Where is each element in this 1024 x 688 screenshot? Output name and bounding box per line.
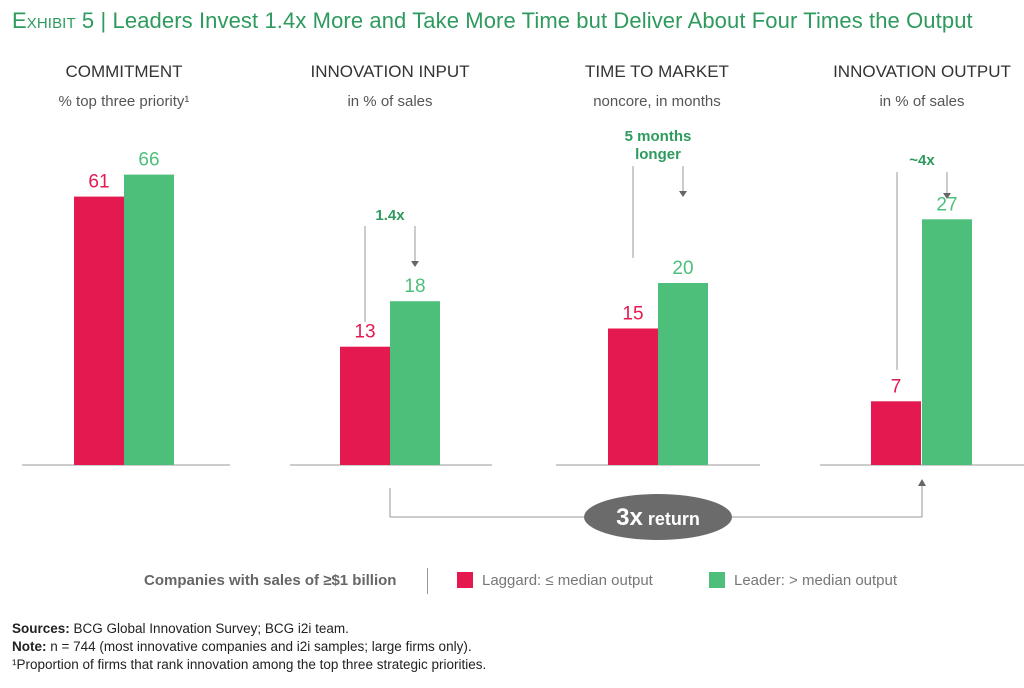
legend-label-leader: Leader: > median output [734, 572, 898, 589]
title-text: Leaders Invest 1.4x More and Take More T… [112, 8, 973, 33]
exhibit-number: Exhibit 5 [12, 8, 95, 33]
legend-label-laggard: Laggard: ≤ median output [482, 572, 653, 589]
bar-value-label: 61 [88, 172, 109, 193]
note-line: Note: n = 744 (most innovative companies… [12, 639, 472, 654]
annotation-time-line2: longer [635, 146, 681, 163]
panel-subtitle: noncore, in months [593, 93, 721, 110]
return-badge [584, 494, 732, 540]
annotation-time-line1: 5 months [625, 128, 692, 145]
bar-value-label: 7 [891, 376, 902, 397]
bar-laggard [340, 346, 390, 465]
return-connector-left [389, 488, 586, 518]
annotation-input-arrow-head [411, 261, 419, 267]
panel-subtitle: in % of sales [347, 93, 432, 110]
legend: Companies with sales of ≥$1 billion Lagg… [0, 568, 1024, 594]
bar-laggard [608, 328, 658, 465]
exhibit-title: Exhibit 5 | Leaders Invest 1.4x More and… [12, 8, 973, 34]
panel-title: INNOVATION OUTPUT [833, 62, 1011, 81]
bar-leader [922, 219, 972, 465]
bar-value-label: 13 [354, 322, 375, 343]
legend-title: Companies with sales of ≥$1 billion [144, 572, 397, 589]
footnote-line: ¹Proportion of firms that rank innovatio… [12, 657, 487, 672]
return-label: 3x return [616, 504, 700, 531]
legend-separator [427, 568, 428, 594]
bar-leader [124, 174, 174, 465]
panel-title: COMMITMENT [65, 62, 182, 81]
return-connector-right [730, 484, 923, 518]
bar-value-label: 27 [936, 194, 957, 215]
bar-leader [390, 301, 440, 465]
bar-laggard [871, 401, 921, 465]
title-separator: | [100, 8, 107, 33]
annotation-output-arrow-head [943, 193, 951, 199]
chart-area: COMMITMENT % top three priority¹ 61 66 INNOV… [22, 62, 1024, 540]
bar-value-label: 15 [622, 304, 643, 325]
return-arrow-head [918, 479, 926, 486]
bar-laggard [74, 196, 124, 465]
bar-leader [658, 283, 708, 465]
panel-title: INNOVATION INPUT [311, 62, 470, 81]
legend-swatch-leader [709, 572, 725, 588]
sources-line: Sources: BCG Global Innovation Survey; B… [12, 621, 349, 636]
annotation-time-arrow-head [679, 191, 687, 197]
bar-value-label: 66 [138, 150, 159, 171]
notes: Sources: BCG Global Innovation Survey; B… [12, 620, 486, 674]
panel-subtitle: % top three priority¹ [59, 93, 190, 110]
panel-subtitle: in % of sales [879, 93, 964, 110]
bar-value-label: 18 [404, 276, 425, 297]
panel-title: TIME TO MARKET [585, 62, 729, 81]
annotation-input: 1.4x [375, 207, 405, 224]
legend-swatch-laggard [457, 572, 473, 588]
annotation-output: ~4x [909, 152, 935, 169]
bar-value-label: 20 [672, 258, 693, 279]
